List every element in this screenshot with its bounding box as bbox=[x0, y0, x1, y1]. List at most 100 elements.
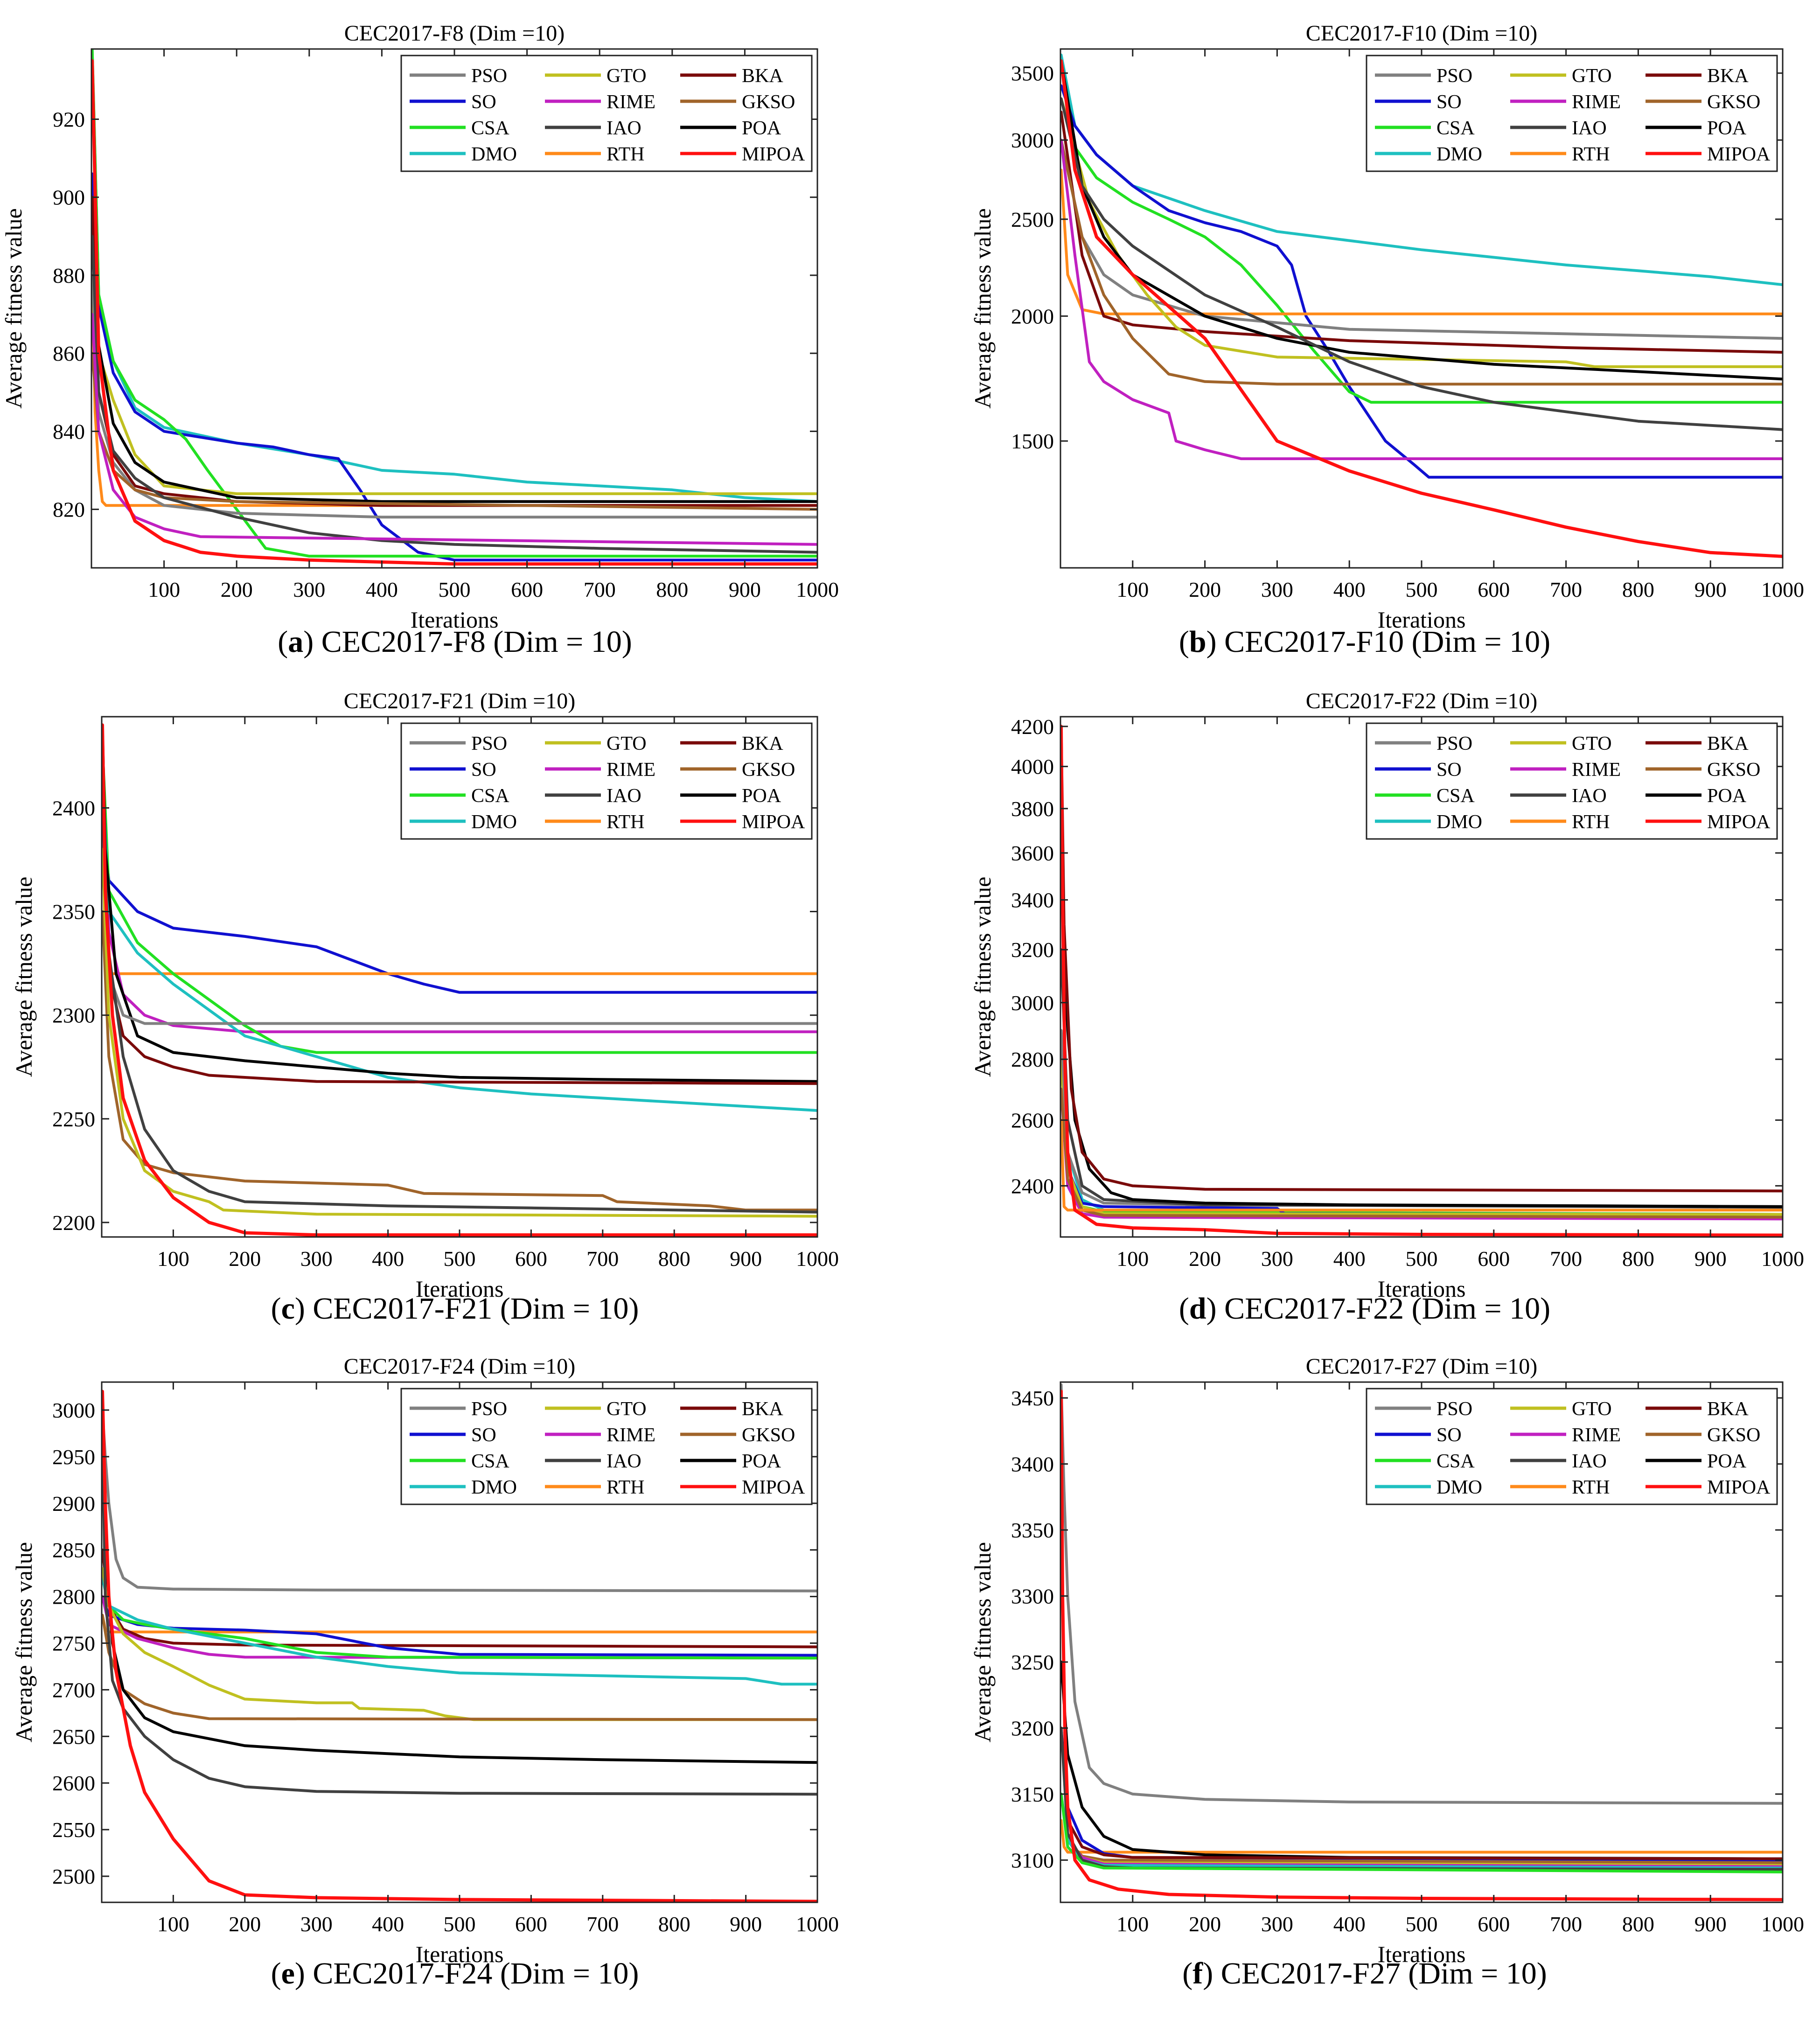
y-axis-label: Average fitness value bbox=[969, 208, 996, 408]
x-tick-label: 1000 bbox=[796, 578, 839, 601]
y-tick-label: 3200 bbox=[1011, 1716, 1054, 1740]
caption-letter: f bbox=[1192, 1956, 1203, 1991]
legend-item-iao: IAO bbox=[1510, 785, 1607, 807]
legend-item-dmo: DMO bbox=[1375, 144, 1482, 165]
x-tick-label: 700 bbox=[586, 1912, 619, 1936]
legend-item-pso: PSO bbox=[410, 65, 507, 87]
legend-item-poa: POA bbox=[680, 785, 781, 807]
legend: PSO GTO BKA SO RIME GKSO CSA IAO POA DMO RTH MIPOA bbox=[400, 1388, 813, 1505]
legend-label: GKSO bbox=[1707, 1425, 1760, 1446]
series-line-bka bbox=[102, 806, 817, 1085]
legend-item-rth: RTH bbox=[1510, 1477, 1610, 1498]
x-tick-label: 200 bbox=[229, 1247, 261, 1271]
y-tick-label: 2350 bbox=[52, 900, 95, 924]
caption-paren: ) bbox=[1206, 625, 1217, 659]
y-tick-label: 2500 bbox=[52, 1865, 95, 1888]
chart-title: CEC2017-F27 (Dim =10) bbox=[1306, 1354, 1537, 1379]
chart-title: CEC2017-F22 (Dim =10) bbox=[1306, 689, 1537, 713]
series-line-iao bbox=[102, 806, 817, 1214]
legend-label: IAO bbox=[1572, 785, 1607, 807]
x-tick-label: 700 bbox=[1550, 1247, 1582, 1271]
legend-item-csa: CSA bbox=[410, 1451, 509, 1472]
legend-item-so: SO bbox=[410, 1425, 496, 1446]
subfigure-caption: (e) CEC2017-F24 (Dim = 10) bbox=[0, 1956, 910, 1991]
x-tick-label: 900 bbox=[1694, 1247, 1727, 1271]
x-tick-label: 100 bbox=[1116, 1912, 1149, 1936]
y-tick-label: 3450 bbox=[1011, 1386, 1054, 1410]
series-group bbox=[1060, 53, 1783, 558]
y-tick-label: 2650 bbox=[52, 1725, 95, 1748]
x-tick-label: 800 bbox=[658, 1247, 690, 1271]
x-tick-label: 200 bbox=[1189, 1912, 1221, 1936]
chart-panel-a: 100 200 300 400 500 600 700 800 900 1000 820 840 860… bbox=[0, 21, 839, 633]
legend-item-rth: RTH bbox=[1510, 811, 1610, 833]
chart-title: CEC2017-F8 (Dim =10) bbox=[344, 21, 565, 46]
y-tick-label: 4000 bbox=[1011, 755, 1054, 779]
legend-item-iao: IAO bbox=[545, 1451, 642, 1472]
series-line-pso bbox=[102, 1408, 817, 1593]
y-tick-label: 3800 bbox=[1011, 797, 1054, 821]
x-axis-label: Iterations bbox=[1378, 1276, 1466, 1302]
x-tick-label: 800 bbox=[1622, 578, 1654, 601]
legend-label: BKA bbox=[742, 65, 783, 87]
legend: PSO GTO BKA SO RIME GKSO CSA IAO POA DMO RTH MIPOA bbox=[1366, 1388, 1778, 1505]
chart-title: CEC2017-F10 (Dim =10) bbox=[1306, 21, 1537, 46]
legend-label: POA bbox=[1707, 1451, 1747, 1472]
x-tick-label: 300 bbox=[1261, 1912, 1293, 1936]
legend-item-poa: POA bbox=[680, 1451, 781, 1472]
caption-paren: ( bbox=[278, 625, 288, 659]
series-line-poa bbox=[1060, 1660, 1783, 1860]
series-line-mipoa bbox=[1060, 1390, 1783, 1901]
legend-label: SO bbox=[471, 1425, 496, 1446]
y-tick-label: 3250 bbox=[1011, 1650, 1054, 1674]
legend: PSO GTO BKA SO RIME GKSO CSA IAO POA DMO RTH MIPOA bbox=[400, 722, 813, 840]
legend-item-rth: RTH bbox=[1510, 144, 1610, 165]
caption-paren: ( bbox=[271, 1292, 281, 1326]
legend-item-bka: BKA bbox=[680, 65, 783, 87]
series-line-gkso bbox=[91, 352, 817, 511]
legend-item-gkso: GKSO bbox=[680, 1425, 795, 1446]
y-tick-label: 3600 bbox=[1011, 841, 1054, 865]
series-line-mipoa bbox=[102, 1390, 817, 1902]
chart-panel-c: 100 200 300 400 500 600 700 800 900 1000 2200 2250 2… bbox=[11, 689, 839, 1302]
legend-label: PSO bbox=[1436, 733, 1472, 755]
legend-box bbox=[400, 55, 813, 172]
series-line-rth bbox=[1060, 1819, 1783, 1854]
caption-text: CEC2017-F8 (Dim = 10) bbox=[314, 625, 632, 659]
legend-item-pso: PSO bbox=[1375, 733, 1472, 755]
x-tick-label: 200 bbox=[1189, 578, 1221, 601]
legend-label: RTH bbox=[607, 811, 644, 833]
y-axis-label: Average fitness value bbox=[11, 877, 37, 1077]
caption-paren: ( bbox=[271, 1956, 281, 1991]
legend-label: GTO bbox=[607, 1398, 647, 1420]
legend-label: BKA bbox=[1707, 1398, 1749, 1420]
legend-box bbox=[400, 722, 813, 840]
y-axis-label: Average fitness value bbox=[0, 208, 27, 408]
x-tick-label: 1000 bbox=[1761, 1912, 1804, 1936]
legend-box bbox=[1366, 722, 1778, 840]
legend-label: GKSO bbox=[1707, 91, 1760, 113]
legend-item-bka: BKA bbox=[1646, 733, 1749, 755]
y-tick-label: 860 bbox=[53, 342, 85, 365]
legend-item-mipoa: MIPOA bbox=[1646, 1477, 1771, 1498]
x-axis-label: Iterations bbox=[411, 607, 499, 633]
subfigure-caption: (d) CEC2017-F22 (Dim = 10) bbox=[910, 1291, 1820, 1327]
legend-item-gkso: GKSO bbox=[1646, 91, 1760, 113]
legend-label: RIME bbox=[607, 759, 655, 781]
legend-label: MIPOA bbox=[1707, 811, 1771, 833]
y-tick-label: 3000 bbox=[1011, 991, 1054, 1015]
caption-letter: b bbox=[1189, 625, 1206, 659]
legend-item-so: SO bbox=[1375, 1425, 1462, 1446]
y-tick-label: 2500 bbox=[1011, 208, 1054, 231]
y-tick-label: 2550 bbox=[52, 1818, 95, 1842]
legend-label: POA bbox=[742, 1451, 781, 1472]
series-line-csa bbox=[102, 744, 817, 1054]
x-tick-label: 100 bbox=[148, 578, 180, 601]
x-tick-label: 400 bbox=[1333, 578, 1366, 601]
legend-label: PSO bbox=[471, 65, 507, 87]
x-axis-label: Iterations bbox=[1378, 1941, 1466, 1967]
series-line-mipoa bbox=[1060, 725, 1783, 1237]
legend-label: DMO bbox=[471, 144, 517, 165]
legend-label: POA bbox=[742, 785, 781, 807]
y-tick-label: 2000 bbox=[1011, 304, 1054, 328]
